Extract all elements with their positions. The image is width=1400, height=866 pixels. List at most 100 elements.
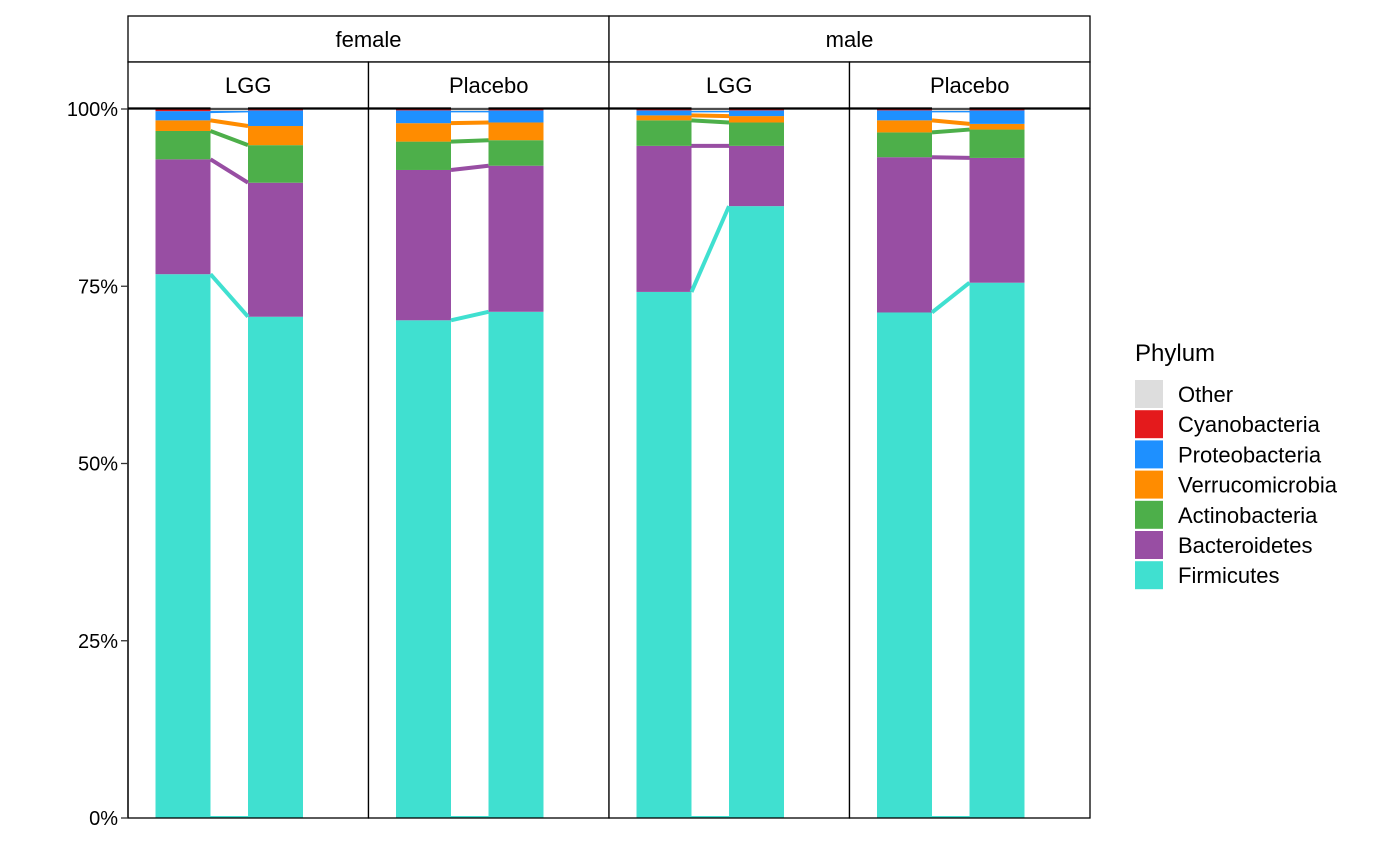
bar-segment-proteobacteria	[248, 110, 303, 127]
connector-firmicutes	[930, 281, 971, 315]
connector-actinobacteria	[450, 138, 489, 144]
legend-swatch	[1135, 561, 1163, 590]
connector-firmicutes	[450, 309, 489, 323]
connector-verrucomicrobia	[691, 113, 730, 119]
bar-segment-verrucomicrobia	[248, 126, 303, 146]
bar-segment-firmicutes	[969, 282, 1025, 819]
connector-actinobacteria	[931, 127, 970, 135]
connector-verrucomicrobia	[210, 118, 249, 128]
legend-label: Other	[1178, 382, 1233, 407]
facet-panels	[127, 107, 1091, 819]
connector-bacteroidetes	[931, 155, 970, 160]
legend-item-other: Other	[1135, 380, 1233, 408]
y-tick-label: 100%	[67, 99, 118, 121]
bar-segment-cyanobacteria	[488, 109, 544, 111]
bar-segment-proteobacteria	[396, 110, 451, 124]
bar-segment-firmicutes	[396, 320, 451, 818]
legend-title: Phylum	[1135, 340, 1215, 367]
strip-female	[127, 15, 610, 63]
bar-segment-bacteroidetes	[729, 145, 784, 207]
bar-segment-cyanobacteria	[155, 109, 211, 112]
connector-firmicutes	[689, 205, 731, 293]
y-tick-label: 0%	[89, 808, 118, 830]
bar-segment-verrucomicrobia	[636, 115, 692, 121]
bar-segment-actinobacteria	[877, 132, 932, 158]
facet-strips: female male LGG Placebo LGG Placebo	[127, 15, 1091, 109]
panel-border	[848, 108, 1091, 819]
bar-segment-verrucomicrobia	[969, 123, 1025, 130]
legend-item-bacteroidetes: Bacteroidetes	[1135, 531, 1313, 559]
legend-item-proteobacteria: Proteobacteria	[1135, 440, 1322, 469]
bar-segment-verrucomicrobia	[877, 120, 932, 133]
bar-segment-proteobacteria	[969, 110, 1025, 124]
bar-segment-firmicutes	[248, 316, 303, 818]
bar-segment-proteobacteria	[877, 110, 932, 121]
legend-swatch	[1135, 440, 1163, 469]
bar-segment-actinobacteria	[636, 120, 692, 146]
bar-segment-actinobacteria	[396, 141, 451, 170]
bar-segment-proteobacteria	[488, 110, 544, 123]
bar-segment-firmicutes	[155, 274, 211, 818]
legend-swatch	[1135, 470, 1163, 499]
panel-male-placebo	[848, 107, 1091, 819]
legend-swatch	[1135, 380, 1163, 408]
strip-male-placebo	[848, 61, 1091, 109]
connector-verrucomicrobia	[931, 118, 970, 126]
panel-male-lgg	[608, 107, 851, 819]
bar-segment-proteobacteria	[729, 110, 784, 117]
bar-segment-verrucomicrobia	[729, 116, 784, 123]
legend-item-verrucomicrobia: Verrucomicrobia	[1135, 470, 1338, 499]
panel-female-placebo	[367, 107, 610, 819]
y-tick-label: 75%	[78, 276, 118, 298]
connector-firmicutes	[208, 272, 250, 319]
strip-label-female: female	[335, 27, 401, 52]
bar-segment-actinobacteria	[248, 145, 303, 183]
legend-item-firmicutes: Firmicutes	[1135, 561, 1279, 590]
bar-segment-proteobacteria	[155, 111, 211, 121]
legend-label: Actinobacteria	[1178, 503, 1318, 528]
y-tick-label: 50%	[78, 454, 118, 476]
connector-verrucomicrobia	[450, 120, 489, 126]
bar-segment-actinobacteria	[729, 122, 784, 146]
legend-label: Firmicutes	[1178, 563, 1279, 588]
bar-segment-firmicutes	[636, 291, 692, 818]
bar-segment-cyanobacteria	[877, 109, 932, 111]
bar-segment-firmicutes	[729, 206, 784, 818]
strip-male-lgg	[608, 61, 851, 109]
legend-item-actinobacteria: Actinobacteria	[1135, 500, 1318, 529]
bar-segment-cyanobacteria	[636, 109, 692, 111]
legend-item-cyanobacteria: Cyanobacteria	[1135, 410, 1321, 439]
legend-swatch	[1135, 531, 1163, 559]
panel-female-lgg	[127, 107, 370, 819]
connector-bacteroidetes	[209, 157, 250, 185]
bar-segment-actinobacteria	[488, 140, 544, 166]
bar-segment-verrucomicrobia	[155, 120, 211, 131]
y-tick-label: 25%	[78, 631, 118, 653]
strip-label-male-lgg: LGG	[706, 73, 752, 98]
legend-label: Bacteroidetes	[1178, 533, 1313, 558]
bar-segment-actinobacteria	[155, 130, 211, 160]
legend-label: Verrucomicrobia	[1178, 473, 1338, 498]
bar-segment-cyanobacteria	[396, 109, 451, 111]
connector-actinobacteria	[691, 118, 730, 125]
bar-segment-firmicutes	[877, 312, 932, 818]
legend-swatch	[1135, 500, 1163, 529]
legend-swatch	[1135, 410, 1163, 439]
bar-segment-verrucomicrobia	[488, 122, 544, 141]
bar-segment-bacteroidetes	[969, 157, 1025, 283]
bar-segment-verrucomicrobia	[396, 123, 451, 142]
y-axis: 0% 25% 50% 75% 100%	[67, 99, 129, 830]
strip-female-lgg	[127, 61, 370, 109]
strip-label-male-placebo: Placebo	[930, 73, 1010, 98]
bar-segment-proteobacteria	[636, 110, 692, 116]
bar-segment-cyanobacteria	[729, 109, 784, 111]
bar-segment-bacteroidetes	[248, 182, 303, 317]
bar-segment-cyanobacteria	[969, 109, 1025, 111]
bar-segment-actinobacteria	[969, 129, 1025, 158]
strip-label-female-placebo: Placebo	[449, 73, 529, 98]
bar-segment-bacteroidetes	[877, 157, 932, 313]
bar-segment-bacteroidetes	[636, 145, 692, 292]
connector-bacteroidetes	[450, 163, 489, 172]
bar-segment-firmicutes	[488, 311, 544, 818]
